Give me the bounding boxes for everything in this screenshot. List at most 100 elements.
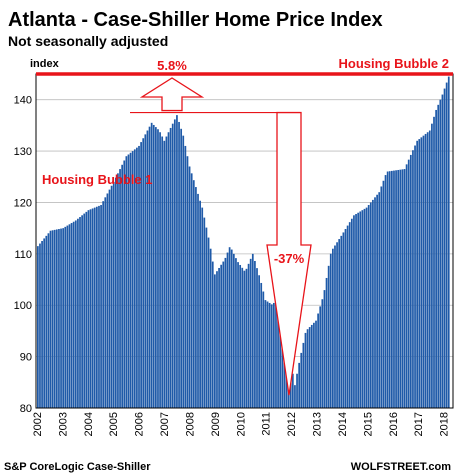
bar — [332, 248, 334, 408]
bar — [226, 252, 229, 408]
bar — [49, 230, 52, 408]
bar — [190, 173, 193, 408]
bar — [81, 215, 83, 408]
bar — [241, 267, 244, 408]
bar — [433, 116, 435, 408]
bar — [338, 239, 341, 408]
x-tick-label: 2006 — [134, 412, 146, 436]
bar — [391, 170, 393, 408]
bar — [43, 238, 46, 408]
bar — [136, 147, 138, 408]
x-tick-label: 2013 — [312, 412, 324, 436]
bar — [89, 209, 92, 408]
x-tick-label: 2003 — [57, 412, 69, 436]
bar — [319, 306, 322, 408]
bar — [350, 218, 353, 408]
bar — [150, 122, 153, 408]
brand-label: WOLFSTREET.com — [351, 461, 451, 473]
bar — [119, 169, 121, 408]
bar — [355, 214, 357, 408]
x-tick-label: 2011 — [261, 412, 273, 436]
bar — [313, 322, 315, 408]
bubble1-label: Housing Bubble 1 — [42, 172, 153, 187]
bar — [125, 156, 128, 408]
bar — [117, 173, 119, 408]
bar — [180, 128, 183, 408]
bar — [374, 197, 376, 408]
bar — [68, 224, 71, 408]
bar — [91, 208, 94, 408]
bar — [159, 132, 161, 409]
x-tick-label: 2002 — [32, 412, 44, 436]
bar — [277, 291, 279, 408]
bar — [279, 285, 282, 408]
bar — [131, 151, 134, 408]
bar — [386, 171, 389, 408]
bar — [317, 313, 319, 408]
bar — [397, 169, 400, 408]
bar — [203, 217, 206, 408]
bar — [192, 180, 195, 408]
bar — [291, 373, 294, 408]
bar — [254, 260, 256, 408]
y-tick-label: 90 — [20, 352, 32, 364]
bar — [418, 139, 421, 408]
bar — [218, 267, 220, 408]
bar — [79, 217, 81, 408]
x-tick-label: 2004 — [83, 412, 95, 436]
bar — [230, 249, 233, 408]
x-tick-label: 2009 — [210, 412, 222, 436]
bar — [197, 193, 199, 408]
bar — [66, 225, 69, 408]
pct-up-label: 5.8% — [157, 58, 187, 73]
bar — [395, 170, 397, 408]
bar — [53, 229, 56, 408]
bar — [251, 253, 254, 408]
bar — [224, 257, 227, 408]
bar — [138, 145, 140, 408]
bar — [171, 123, 174, 409]
bar — [165, 136, 168, 408]
bar — [47, 233, 50, 408]
bar — [348, 222, 351, 408]
y-tick-labels: 80 90 100 110 120 130 140 — [14, 95, 32, 415]
bar — [167, 132, 170, 409]
bar — [249, 258, 252, 408]
bar — [188, 166, 191, 408]
bar — [273, 302, 275, 408]
bar — [245, 268, 248, 408]
bar — [416, 140, 419, 409]
bar — [74, 220, 77, 408]
bar — [428, 130, 431, 408]
bar — [405, 164, 408, 408]
bar — [211, 261, 214, 408]
x-tick-label: 2017 — [413, 412, 425, 436]
y-axis-label: index — [30, 58, 60, 70]
bar — [133, 149, 136, 409]
bar — [102, 201, 105, 408]
bar — [85, 211, 88, 408]
x-tick-label: 2014 — [337, 412, 349, 436]
bar — [157, 129, 159, 409]
bar — [409, 154, 412, 408]
bar — [176, 115, 178, 409]
bar — [308, 327, 311, 408]
bar — [232, 253, 235, 408]
bar — [195, 187, 197, 408]
bar — [62, 228, 65, 408]
bar — [361, 210, 364, 408]
bar — [142, 138, 145, 409]
bar — [60, 228, 62, 408]
bar — [55, 229, 58, 408]
source-label: S&P CoreLogic Case-Shiller — [4, 461, 151, 473]
bar — [127, 154, 130, 408]
bar — [148, 126, 151, 409]
bar — [209, 248, 212, 408]
bar — [129, 152, 132, 408]
bar — [121, 164, 124, 408]
bar — [306, 329, 309, 408]
bar — [403, 169, 406, 408]
bar — [342, 232, 345, 408]
bar — [439, 99, 442, 408]
